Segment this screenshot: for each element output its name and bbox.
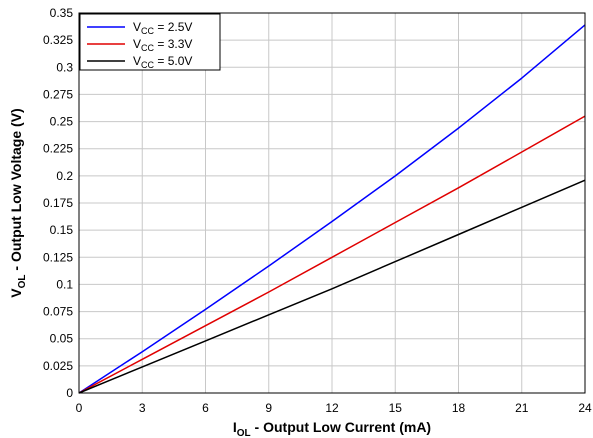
series-lines xyxy=(78,24,586,394)
legend-label-main: V xyxy=(133,54,141,68)
y-tick-label: 0.3 xyxy=(56,60,73,74)
legend-label-main: V xyxy=(133,37,141,51)
y-tick-label: 0.05 xyxy=(50,332,74,346)
y-tick-label: 0 xyxy=(66,386,73,400)
legend-label-rest: = 2.5V xyxy=(154,20,192,34)
y-axis-title-sub: OL xyxy=(17,274,28,288)
legend-label-rest: = 5.0V xyxy=(154,54,192,68)
x-tick-label: 15 xyxy=(389,401,403,415)
legend-label: VCC = 2.5V xyxy=(133,20,192,36)
y-tick-label: 0.225 xyxy=(43,142,73,156)
x-tick-label: 9 xyxy=(265,401,272,415)
series-line xyxy=(78,179,586,394)
y-axis-title: VOL - Output Low Voltage (V) xyxy=(8,108,28,297)
x-axis-title-main: I xyxy=(233,419,237,435)
series-line xyxy=(78,24,586,394)
x-tick-label: 12 xyxy=(325,401,339,415)
x-tick-label: 0 xyxy=(76,401,83,415)
plot-frame xyxy=(78,12,586,394)
series-line xyxy=(78,115,586,394)
grid xyxy=(79,13,585,393)
x-tick-label: 21 xyxy=(515,401,529,415)
y-axis-title-rest: - Output Low Voltage (V) xyxy=(8,108,24,274)
x-axis-title-rest: - Output Low Current (mA) xyxy=(251,419,431,435)
legend-label-sub: CC xyxy=(141,43,154,53)
y-tick-label: 0.125 xyxy=(43,250,73,264)
x-tick-labels: 0 3 6 9 12 15 18 21 24 xyxy=(76,401,592,415)
x-tick-label: 18 xyxy=(452,401,466,415)
y-tick-label: 0.075 xyxy=(43,305,73,319)
y-tick-labels: 0 0.025 0.05 0.075 0.1 0.125 0.15 0.175 0.2 0.225… xyxy=(43,6,73,400)
x-tick-label: 3 xyxy=(139,401,146,415)
y-tick-label: 0.325 xyxy=(43,33,73,47)
y-tick-label: 0.275 xyxy=(43,87,73,101)
x-tick-label: 24 xyxy=(578,401,592,415)
y-tick-label: 0.1 xyxy=(56,277,73,291)
y-tick-label: 0.25 xyxy=(50,115,74,129)
legend-label-sub: CC xyxy=(141,60,154,70)
x-axis-title: IOL - Output Low Current (mA) xyxy=(233,419,431,438)
y-tick-label: 0.175 xyxy=(43,196,73,210)
legend-label-sub: CC xyxy=(141,26,154,36)
y-tick-label: 0.2 xyxy=(56,169,73,183)
y-tick-label: 0.025 xyxy=(43,359,73,373)
legend-label: VCC = 3.3V xyxy=(133,37,192,53)
legend-label-main: V xyxy=(133,20,141,34)
y-axis-title-main: V xyxy=(8,288,24,298)
y-tick-label: 0.15 xyxy=(50,223,74,237)
x-tick-label: 6 xyxy=(202,401,209,415)
legend-label: VCC = 5.0V xyxy=(133,54,192,70)
legend-label-rest: = 3.3V xyxy=(154,37,192,51)
x-axis-title-sub: OL xyxy=(237,428,251,438)
y-tick-label: 0.35 xyxy=(50,6,74,20)
